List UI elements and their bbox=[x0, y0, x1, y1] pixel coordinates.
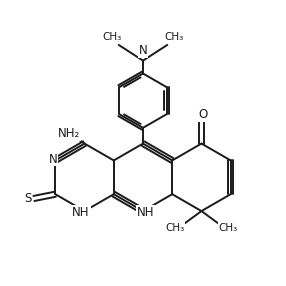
Text: NH₂: NH₂ bbox=[58, 127, 80, 140]
Text: N: N bbox=[49, 152, 57, 166]
Text: O: O bbox=[198, 108, 208, 122]
Text: CH₃: CH₃ bbox=[165, 223, 184, 233]
Text: CH₃: CH₃ bbox=[219, 223, 238, 233]
Text: S: S bbox=[24, 192, 31, 205]
Text: NH: NH bbox=[136, 206, 154, 219]
Text: CH₃: CH₃ bbox=[164, 32, 183, 42]
Text: NH: NH bbox=[72, 206, 90, 219]
Text: CH₃: CH₃ bbox=[103, 32, 122, 42]
Text: N: N bbox=[139, 44, 147, 57]
